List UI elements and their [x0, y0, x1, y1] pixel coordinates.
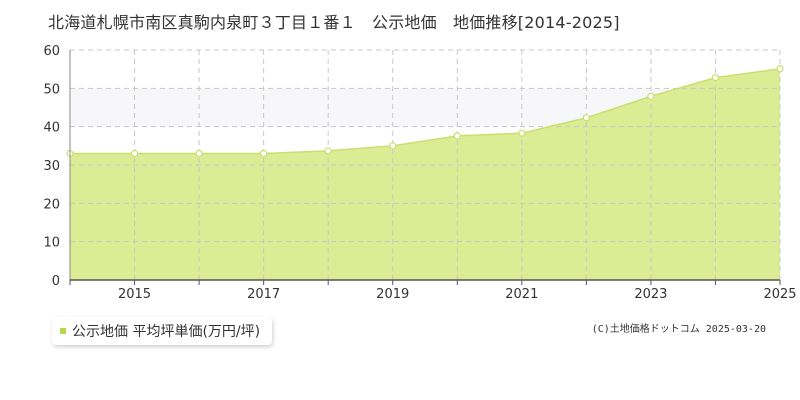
legend-marker — [60, 328, 66, 334]
y-tick-label: 30 — [43, 159, 60, 174]
data-point — [518, 129, 526, 137]
data-point — [776, 65, 784, 73]
data-point — [582, 114, 590, 122]
x-tick-label: 2023 — [634, 287, 667, 302]
y-tick-label: 60 — [43, 44, 60, 59]
x-tick-label: 2019 — [376, 287, 409, 302]
legend: 公示地価 平均坪単価(万円/坪) — [52, 317, 273, 345]
x-tick-label: 2017 — [247, 287, 280, 302]
data-point — [647, 92, 655, 100]
data-point — [260, 149, 268, 158]
data-point — [389, 142, 397, 150]
x-tick-label: 2015 — [118, 287, 151, 302]
y-tick-label: 50 — [43, 82, 60, 97]
data-point — [711, 73, 720, 82]
y-tick-label: 0 — [52, 274, 60, 289]
data-point — [130, 149, 139, 158]
y-tick-label: 40 — [43, 121, 60, 136]
y-tick-label: 10 — [43, 236, 60, 251]
data-point — [324, 147, 332, 155]
x-tick-label: 2025 — [763, 287, 796, 302]
series-line — [70, 68, 781, 155]
data-point — [195, 149, 203, 158]
legend-label: 公示地価 平均坪単価(万円/坪) — [72, 324, 261, 340]
y-tick-label: 20 — [43, 197, 60, 212]
series-area — [70, 68, 780, 281]
data-point — [453, 132, 461, 140]
copyright-text: (C)土地価格ドットコム 2025-03-20 — [591, 324, 766, 335]
x-tick-label: 2021 — [505, 287, 538, 302]
chart-title: 北海道札幌市南区真駒内泉町３丁目１番１ 公示地価 地価推移[2014-2025] — [48, 13, 620, 32]
